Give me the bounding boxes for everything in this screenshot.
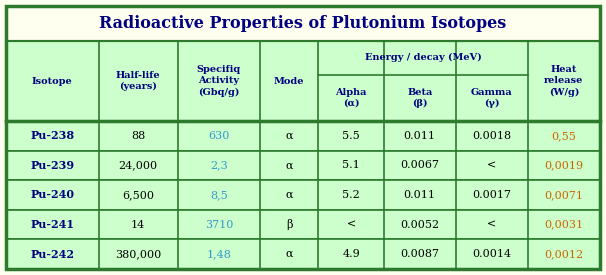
Text: 0,0071: 0,0071 bbox=[544, 190, 584, 200]
Text: 0.0087: 0.0087 bbox=[400, 249, 439, 259]
Text: 0.011: 0.011 bbox=[404, 190, 436, 200]
Text: Energy / decay (MeV): Energy / decay (MeV) bbox=[365, 53, 482, 62]
Text: 5.2: 5.2 bbox=[342, 190, 360, 200]
Text: Pu-239: Pu-239 bbox=[30, 160, 75, 171]
Bar bbox=[6, 41, 600, 121]
Bar bbox=[6, 121, 600, 151]
Text: 0.0017: 0.0017 bbox=[472, 190, 511, 200]
Text: 8,5: 8,5 bbox=[210, 190, 228, 200]
Text: 3710: 3710 bbox=[205, 220, 233, 230]
Text: 0,0031: 0,0031 bbox=[544, 220, 584, 230]
Bar bbox=[6, 151, 600, 180]
Text: 630: 630 bbox=[208, 131, 230, 141]
Text: 2,3: 2,3 bbox=[210, 160, 228, 170]
Text: 0,55: 0,55 bbox=[551, 131, 576, 141]
Text: 0.0014: 0.0014 bbox=[472, 249, 511, 259]
Text: 0.0018: 0.0018 bbox=[472, 131, 511, 141]
Bar bbox=[6, 240, 600, 269]
Text: Beta
(β): Beta (β) bbox=[407, 88, 433, 108]
Text: 88: 88 bbox=[131, 131, 145, 141]
Text: α: α bbox=[285, 160, 293, 170]
Text: <: < bbox=[487, 160, 496, 170]
Text: Isotope: Isotope bbox=[32, 76, 73, 86]
Text: α: α bbox=[285, 190, 293, 200]
Text: Pu-238: Pu-238 bbox=[30, 130, 75, 141]
Text: 4.9: 4.9 bbox=[342, 249, 360, 259]
Text: α: α bbox=[285, 249, 293, 259]
Text: 6,500: 6,500 bbox=[122, 190, 154, 200]
Text: 5.5: 5.5 bbox=[342, 131, 360, 141]
Text: 0,0012: 0,0012 bbox=[544, 249, 584, 259]
Text: Pu-240: Pu-240 bbox=[30, 189, 75, 200]
Text: β: β bbox=[286, 219, 293, 230]
Text: 380,000: 380,000 bbox=[115, 249, 161, 259]
Text: Radioactive Properties of Plutonium Isotopes: Radioactive Properties of Plutonium Isot… bbox=[99, 15, 507, 32]
Text: 24,000: 24,000 bbox=[119, 160, 158, 170]
Bar bbox=[6, 180, 600, 210]
Text: Heat
release
(W/g): Heat release (W/g) bbox=[544, 65, 584, 97]
Text: <: < bbox=[487, 220, 496, 230]
Text: α: α bbox=[285, 131, 293, 141]
Text: Mode: Mode bbox=[274, 76, 305, 86]
Text: 14: 14 bbox=[131, 220, 145, 230]
Text: Gamma
(γ): Gamma (γ) bbox=[471, 88, 513, 108]
Text: 1,48: 1,48 bbox=[207, 249, 231, 259]
Text: Half-life
(years): Half-life (years) bbox=[116, 71, 161, 91]
Text: Pu-242: Pu-242 bbox=[30, 249, 75, 260]
Text: Alpha
(α): Alpha (α) bbox=[335, 88, 367, 108]
Bar bbox=[6, 210, 600, 240]
Text: 0.0067: 0.0067 bbox=[400, 160, 439, 170]
Bar bbox=[6, 6, 600, 41]
Text: <: < bbox=[347, 220, 356, 230]
Text: 5.1: 5.1 bbox=[342, 160, 360, 170]
Text: Pu-241: Pu-241 bbox=[30, 219, 75, 230]
Text: 0.0052: 0.0052 bbox=[400, 220, 439, 230]
Text: Specifiq
Activity
(Gbq/g): Specifiq Activity (Gbq/g) bbox=[197, 65, 241, 97]
Text: 0.011: 0.011 bbox=[404, 131, 436, 141]
Text: 0,0019: 0,0019 bbox=[544, 160, 584, 170]
